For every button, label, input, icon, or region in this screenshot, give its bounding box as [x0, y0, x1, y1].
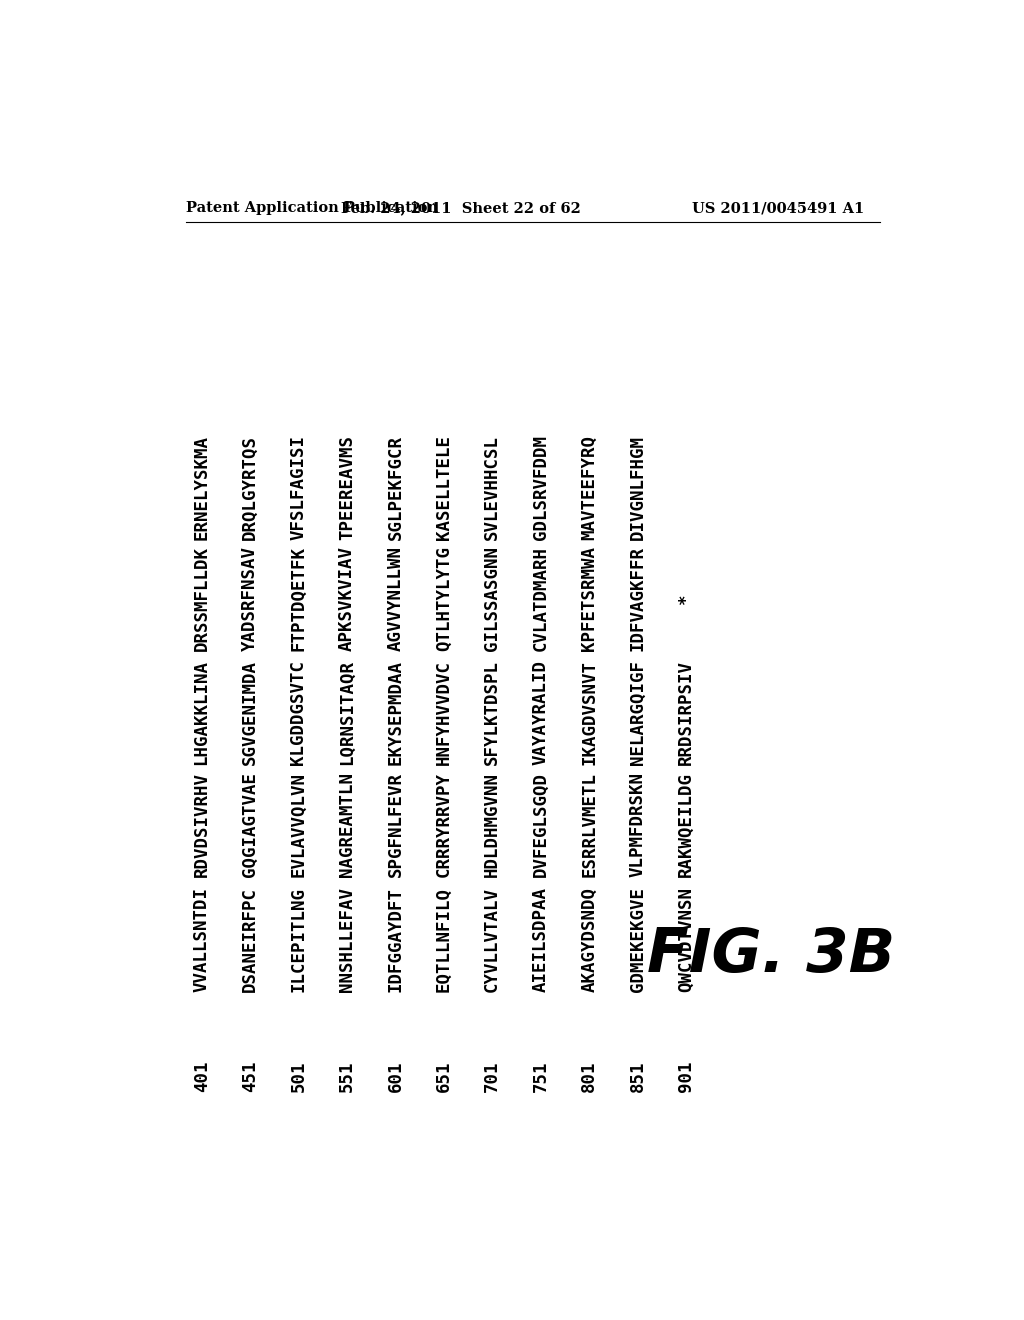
Text: HNFYHVVDVC: HNFYHVVDVC [435, 660, 453, 766]
Text: HDLDHMGVNN: HDLDHMGVNN [483, 772, 502, 876]
Text: VAYAYRALID: VAYAYRALID [531, 660, 550, 766]
Text: US 2011/0045491 A1: US 2011/0045491 A1 [692, 202, 864, 215]
Text: TPEEREAVMS: TPEEREAVMS [338, 436, 356, 540]
Text: EQTLLNFILQ: EQTLLNFILQ [435, 887, 453, 993]
Text: GDMEKEKGVE: GDMEKEKGVE [629, 887, 646, 993]
Text: NNSHLLEFAV: NNSHLLEFAV [338, 887, 356, 993]
Text: 501: 501 [290, 1060, 307, 1092]
Text: 451: 451 [241, 1060, 259, 1092]
Text: Feb. 24, 2011  Sheet 22 of 62: Feb. 24, 2011 Sheet 22 of 62 [341, 202, 582, 215]
Text: IDFVAGKFFR: IDFVAGKFFR [629, 546, 646, 651]
Text: VVALLSNTDI: VVALLSNTDI [193, 887, 211, 993]
Text: 401: 401 [193, 1060, 211, 1092]
Text: Patent Application Publication: Patent Application Publication [186, 202, 438, 215]
Text: LQRNSITAQR: LQRNSITAQR [338, 660, 356, 766]
Text: MAVTEEFYRQ: MAVTEEFYRQ [581, 436, 598, 540]
Text: KPFETSRMWA: KPFETSRMWA [581, 546, 598, 651]
Text: 901: 901 [677, 1060, 695, 1092]
Text: ERNELYSKMA: ERNELYSKMA [193, 436, 211, 540]
Text: SPGFNLFEVR: SPGFNLFEVR [386, 772, 404, 876]
Text: SGLPEKFGCR: SGLPEKFGCR [386, 436, 404, 540]
Text: FTPTDQETFK: FTPTDQETFK [290, 546, 307, 651]
Text: 851: 851 [629, 1060, 646, 1092]
Text: RRDSIRPSIV: RRDSIRPSIV [677, 660, 695, 766]
Text: RDVDSIVRHV: RDVDSIVRHV [193, 772, 211, 876]
Text: GQGIAGTVAE: GQGIAGTVAE [241, 772, 259, 876]
Text: CVLATDMARH: CVLATDMARH [531, 546, 550, 651]
Text: DRSSMFLLDK: DRSSMFLLDK [193, 546, 211, 651]
Text: 601: 601 [386, 1060, 404, 1092]
Text: ILCEPITLNG: ILCEPITLNG [290, 887, 307, 993]
Text: AIEILSDPAA: AIEILSDPAA [531, 887, 550, 993]
Text: SGVGENIMDA: SGVGENIMDA [241, 660, 259, 766]
Text: GDLSRVFDDM: GDLSRVFDDM [531, 436, 550, 540]
Text: EVLAVVQLVN: EVLAVVQLVN [290, 772, 307, 876]
Text: CYVLLVTALV: CYVLLVTALV [483, 887, 502, 993]
Text: KASELLTELE: KASELLTELE [435, 436, 453, 540]
Text: 801: 801 [581, 1060, 598, 1092]
Text: QWCVDTVNSN: QWCVDTVNSN [677, 887, 695, 993]
Text: SVLEVHHCSL: SVLEVHHCSL [483, 436, 502, 540]
Text: *: * [677, 594, 695, 605]
Text: APKSVKVIAV: APKSVKVIAV [338, 546, 356, 651]
Text: RAKWQEILDG: RAKWQEILDG [677, 772, 695, 876]
Text: NAGREAMTLN: NAGREAMTLN [338, 772, 356, 876]
Text: SFYLKTDSPL: SFYLKTDSPL [483, 660, 502, 766]
Text: VLPMFDRSKN: VLPMFDRSKN [629, 772, 646, 876]
Text: 551: 551 [338, 1060, 356, 1092]
Text: AKAGYDSNDQ: AKAGYDSNDQ [581, 887, 598, 993]
Text: ESRRLVMETL: ESRRLVMETL [581, 772, 598, 876]
Text: DVFEGLSGQD: DVFEGLSGQD [531, 772, 550, 876]
Text: LHGAKKLINA: LHGAKKLINA [193, 660, 211, 766]
Text: DIVGNLFHGM: DIVGNLFHGM [629, 436, 646, 540]
Text: 651: 651 [435, 1060, 453, 1092]
Text: IKAGDVSNVT: IKAGDVSNVT [581, 660, 598, 766]
Text: YADSRFNSAV: YADSRFNSAV [241, 546, 259, 651]
Text: 751: 751 [531, 1060, 550, 1092]
Text: 701: 701 [483, 1060, 502, 1092]
Text: QTLHTYLYTG: QTLHTYLYTG [435, 546, 453, 651]
Text: AGVVYNLLWN: AGVVYNLLWN [386, 546, 404, 651]
Text: IDFGGAYDFT: IDFGGAYDFT [386, 887, 404, 993]
Text: EKYSEPMDAA: EKYSEPMDAA [386, 660, 404, 766]
Text: NELARGQIGF: NELARGQIGF [629, 660, 646, 766]
Text: KLGDDGSVTC: KLGDDGSVTC [290, 660, 307, 766]
Text: VFSLFAGISI: VFSLFAGISI [290, 436, 307, 540]
Text: CRRRYRRVPY: CRRRYRRVPY [435, 772, 453, 876]
Text: GILSSASGNN: GILSSASGNN [483, 546, 502, 651]
Text: DRQLGYRTQS: DRQLGYRTQS [241, 436, 259, 540]
Text: DSANEIRFPC: DSANEIRFPC [241, 887, 259, 993]
Text: FIG. 3B: FIG. 3B [647, 925, 895, 985]
